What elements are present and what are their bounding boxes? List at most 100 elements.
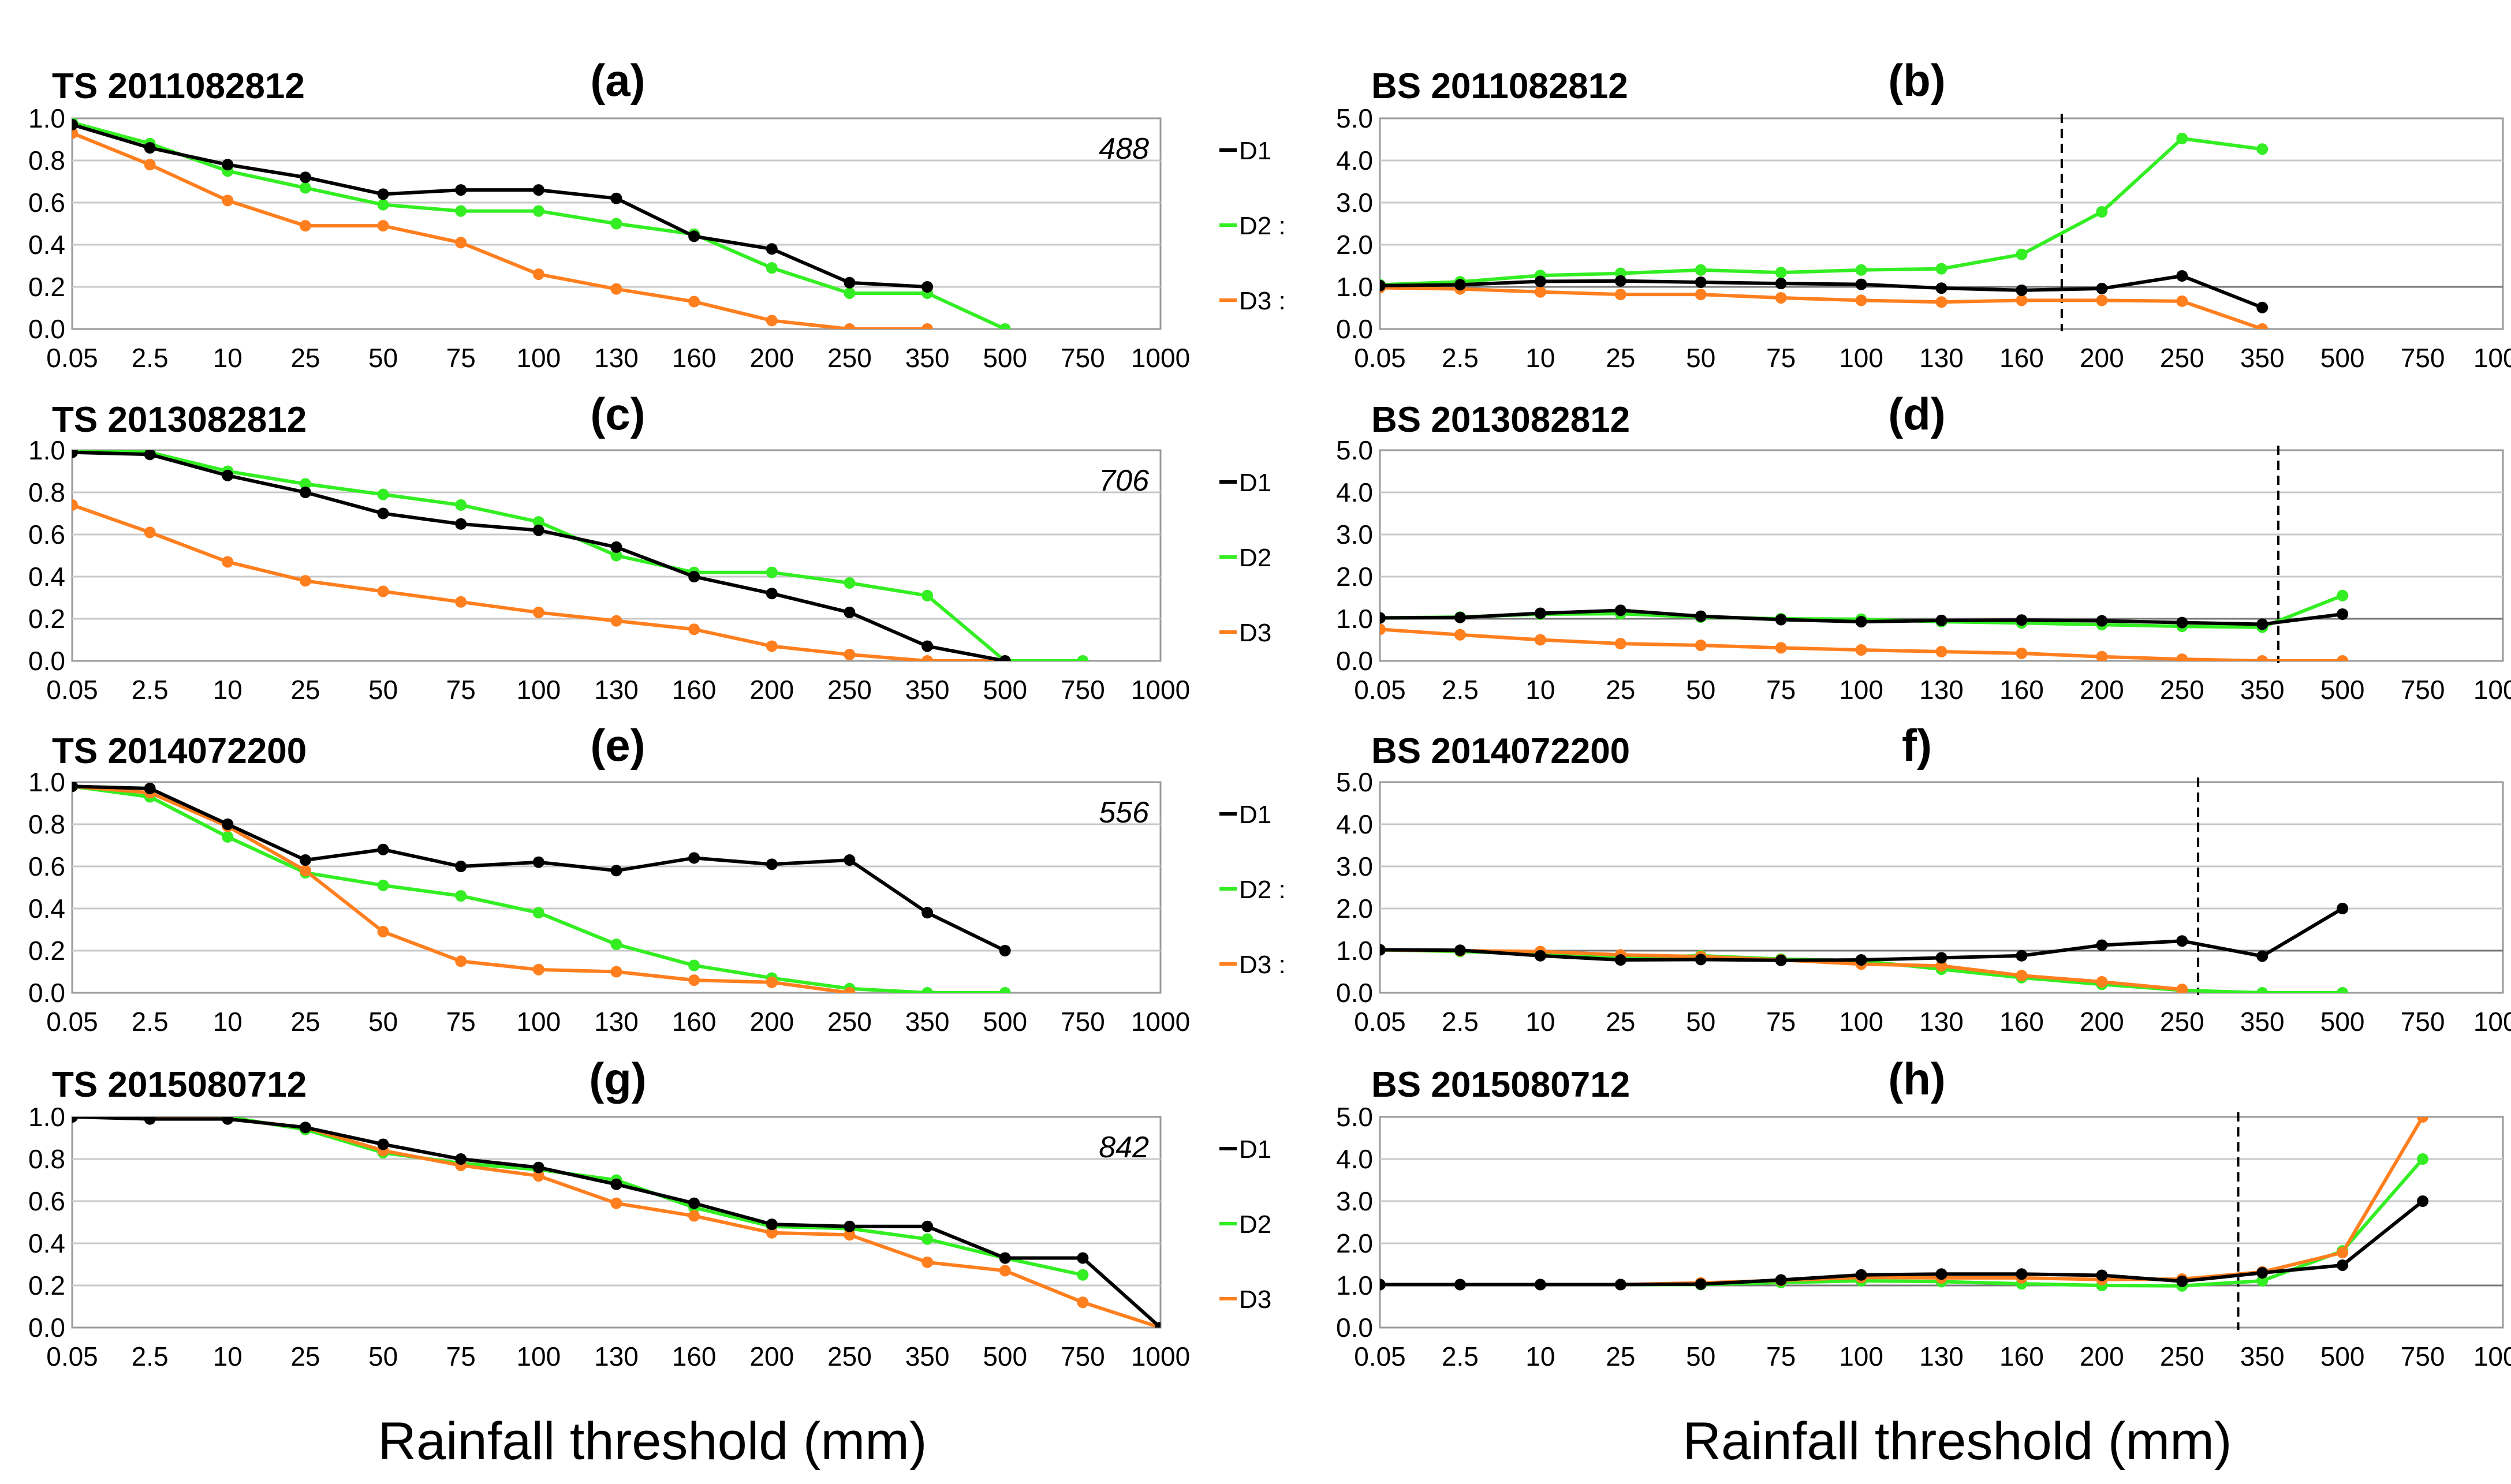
x-tick-label: 10	[213, 1341, 242, 1371]
data-point-d1	[2096, 1269, 2108, 1281]
data-point-d2	[1077, 655, 1089, 661]
panel-title: BS 2015080712	[1371, 1065, 1630, 1105]
data-point-d1	[1380, 612, 1386, 624]
x-tick-label: 0.05	[1354, 1341, 1406, 1371]
data-point-d1	[1614, 604, 1626, 616]
panel-title: BS 2013082812	[1371, 400, 1630, 440]
data-point-d1	[766, 243, 778, 255]
data-point-d2	[532, 907, 544, 919]
data-point-d2	[2096, 206, 2108, 218]
plot-frame	[1379, 1116, 2504, 1329]
data-point-d1	[144, 1117, 156, 1125]
data-point-d2	[921, 1233, 934, 1245]
series-group	[1380, 903, 2349, 993]
y-tick-label: 0.0	[1336, 978, 1373, 1008]
data-point-d3	[2016, 294, 2028, 306]
x-tick-label: 25	[290, 1341, 320, 1371]
x-tick-label: 25	[290, 675, 320, 705]
panel-title: TS 2015080712	[52, 1065, 307, 1105]
x-tick-label: 1000	[1131, 1341, 1190, 1371]
data-point-d3	[1380, 623, 1386, 636]
data-point-d3	[455, 237, 467, 249]
data-point-d3	[766, 640, 778, 652]
y-tick-label: 0.8	[28, 145, 65, 175]
data-point-d1	[844, 276, 856, 289]
data-point-d2	[2256, 143, 2269, 155]
data-point-d1	[921, 907, 934, 919]
data-point-d3	[2176, 984, 2188, 993]
x-tick-label: 750	[2401, 1341, 2445, 1371]
x-tick-label: 50	[368, 1341, 398, 1371]
x-tick-label: 130	[1919, 343, 1964, 373]
data-point-d3	[144, 526, 156, 539]
panel-label: f)	[1902, 720, 1932, 771]
data-point-d1	[1534, 275, 1546, 287]
data-point-d3	[299, 865, 311, 877]
data-point-d2	[455, 205, 467, 217]
x-tick-label: 100	[1839, 343, 1883, 373]
x-tick-label: 1000	[2473, 343, 2511, 373]
data-point-d1	[1855, 954, 1867, 966]
series-line-d1	[1380, 1199, 2424, 1287]
data-point-d3	[455, 955, 467, 967]
data-point-d2	[1935, 263, 1947, 275]
data-point-d2	[1855, 264, 1867, 276]
x-tick-label: 500	[983, 675, 1027, 705]
sample-count-label: 488	[1099, 132, 1149, 166]
data-point-d2	[766, 262, 778, 274]
x-tick-label: 75	[1766, 1341, 1796, 1371]
x-tick-label: 25	[1606, 675, 1635, 705]
data-point-d3	[766, 976, 778, 988]
sample-count-label: 706	[1099, 464, 1149, 498]
data-point-d1	[1695, 276, 1707, 288]
x-tick-label: 10	[213, 1007, 242, 1037]
x-tick-label: 0.05	[46, 343, 98, 373]
data-point-d1	[688, 852, 700, 864]
data-point-d2	[844, 287, 856, 299]
x-tick-label: 75	[1766, 1007, 1796, 1037]
x-tick-label: 0.05	[46, 1007, 98, 1037]
data-point-d1	[2256, 1267, 2269, 1279]
series-line-d1	[72, 123, 928, 289]
data-point-d3	[2417, 1117, 2429, 1123]
y-tick-label: 0.4	[28, 894, 65, 924]
data-point-d1	[1775, 278, 1787, 290]
x-tick-label: 750	[1061, 1341, 1105, 1371]
data-point-d3	[222, 195, 234, 207]
x-tick-label: 160	[1999, 343, 2044, 373]
panel-b: 0.0 1.0 2.0 3.0 4.0 5.0 0.05 2.5 10 25 50 75 100 130 1…	[1219, 55, 2511, 373]
data-point-d3	[377, 585, 389, 597]
x-tick-label: 2.5	[132, 1341, 169, 1371]
legend-label-d1: D1	[1239, 1135, 1271, 1164]
data-point-d1	[1534, 950, 1546, 962]
x-tick-label: 160	[672, 675, 717, 705]
y-tick-label: 2.0	[1336, 1228, 1373, 1258]
data-point-d3	[999, 1265, 1011, 1277]
x-tick-label: 0.05	[46, 675, 98, 705]
data-point-d1	[1380, 944, 1386, 956]
data-point-d2	[2337, 987, 2349, 993]
panel-title: TS 2011082812	[52, 66, 305, 106]
y-tick-label: 0.2	[28, 272, 65, 302]
data-point-d1	[2256, 950, 2269, 962]
data-point-d3	[532, 1170, 544, 1182]
data-point-d3	[688, 974, 700, 986]
y-tick-label: 1.0	[28, 103, 65, 133]
x-tick-label: 1000	[1131, 675, 1190, 705]
x-tick-label: 350	[905, 675, 950, 705]
y-tick-label: 0.0	[1336, 314, 1373, 344]
y-tick-label: 0.2	[28, 936, 65, 966]
x-tick-label: 130	[1919, 1341, 1964, 1371]
x-tick-label: 50	[1686, 1007, 1715, 1037]
x-tick-label: 100	[1839, 1341, 1883, 1371]
data-point-d3	[1614, 289, 1626, 301]
x-tick-label: 750	[1061, 675, 1105, 705]
x-tick-label: 50	[1686, 343, 1715, 373]
data-point-d1	[1155, 1322, 1161, 1328]
x-tick-label: 25	[1606, 1007, 1635, 1037]
x-tick-label: 50	[368, 675, 398, 705]
data-point-d3	[299, 220, 311, 232]
data-point-d2	[2417, 1153, 2429, 1165]
data-point-d1	[1775, 954, 1787, 966]
data-point-d1	[532, 524, 544, 536]
